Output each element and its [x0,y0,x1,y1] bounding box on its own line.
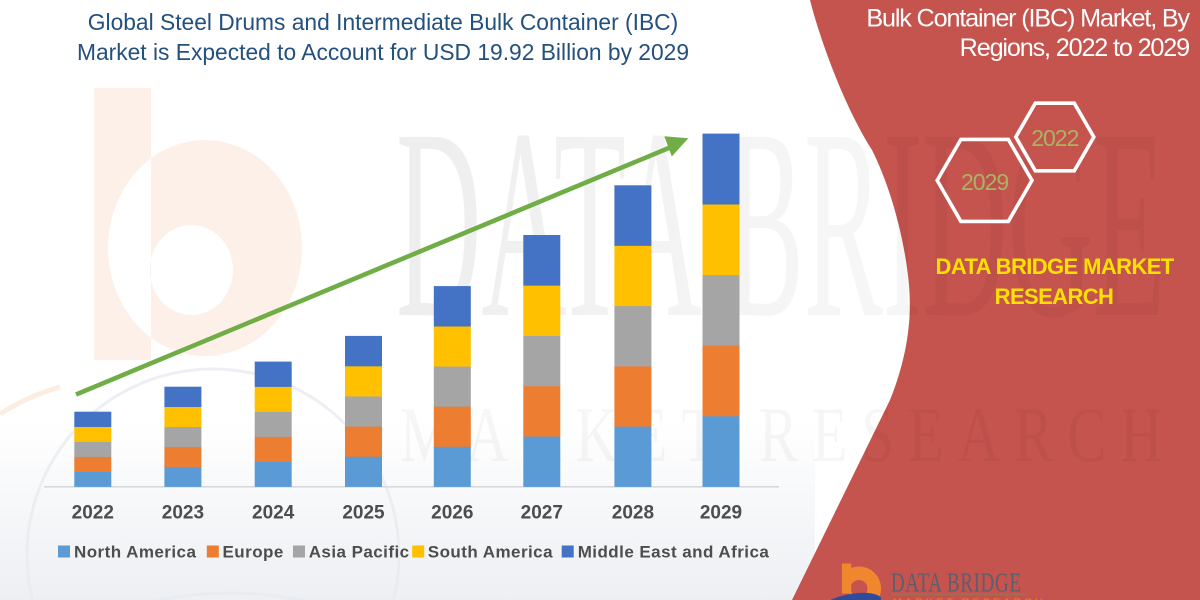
svg-text:2029: 2029 [961,169,1008,195]
svg-text:North America: North America [74,543,196,562]
svg-text:2027: 2027 [521,502,563,523]
svg-text:Global Steel Drums and Interme: Global Steel Drums and Intermediate Bulk… [88,9,678,35]
svg-text:Regions, 2022 to 2029: Regions, 2022 to 2029 [960,34,1189,62]
svg-text:South America: South America [428,543,553,562]
svg-text:2024: 2024 [252,502,295,523]
svg-text:Middle East and Africa: Middle East and Africa [578,543,770,562]
svg-text:Bulk Container (IBC) Market, B: Bulk Container (IBC) Market, By [866,5,1190,33]
svg-text:Market is Expected to Account: Market is Expected to Account for USD 19… [77,39,689,65]
svg-text:MARKET RESEARCH: MARKET RESEARCH [400,392,1176,478]
svg-text:2025: 2025 [342,502,385,523]
svg-text:2023: 2023 [162,502,204,523]
svg-text:DATA BRIDGE MARKET: DATA BRIDGE MARKET [936,254,1175,279]
svg-text:MARKET RESEARCH: MARKET RESEARCH [893,597,1046,600]
svg-text:2026: 2026 [431,502,473,523]
svg-text:DATA BRIDGE: DATA BRIDGE [891,568,1022,598]
svg-text:2022: 2022 [1031,125,1078,151]
svg-text:Asia Pacific: Asia Pacific [309,543,410,562]
svg-text:RESEARCH: RESEARCH [995,284,1114,309]
svg-text:2029: 2029 [700,502,742,523]
svg-text:2022: 2022 [72,502,114,523]
svg-text:2028: 2028 [612,502,654,523]
svg-text:Europe: Europe [223,543,284,562]
